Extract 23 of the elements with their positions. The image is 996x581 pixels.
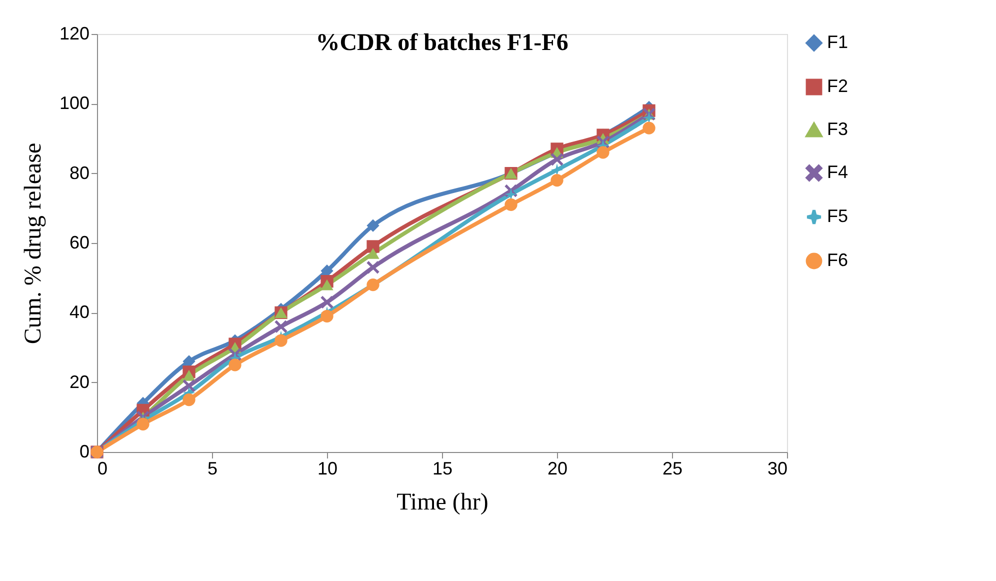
x-tick-label: 15 — [432, 458, 453, 478]
x-tick-label: 20 — [547, 458, 568, 478]
y-axis-title: Cum. % drug release — [20, 142, 46, 344]
x-tick-label: 10 — [317, 458, 338, 478]
y-tick-label: 80 — [69, 162, 90, 183]
x-tick-label: 25 — [662, 458, 683, 478]
y-tick-label: 20 — [69, 372, 90, 392]
legend-label: F6 — [827, 250, 848, 270]
y-tick-label: 120 — [59, 24, 90, 44]
chart-title: %CDR of batches F1-F6 — [316, 30, 568, 56]
legend-label: F2 — [827, 76, 848, 96]
y-tick-label: 60 — [69, 232, 90, 252]
legend-label: F1 — [827, 32, 848, 52]
legend-label: F3 — [827, 119, 848, 139]
y-tick-label: 40 — [69, 302, 90, 322]
y-tick-label: 0 — [79, 442, 90, 462]
legend-label: F4 — [827, 162, 848, 182]
y-tick-label: 100 — [59, 93, 90, 114]
x-axis-title: Time (hr) — [396, 490, 488, 516]
x-tick-label: 5 — [207, 458, 218, 478]
x-tick-label: 0 — [98, 458, 108, 478]
x-tick-label: 30 — [767, 458, 788, 478]
legend-label: F5 — [827, 206, 848, 226]
